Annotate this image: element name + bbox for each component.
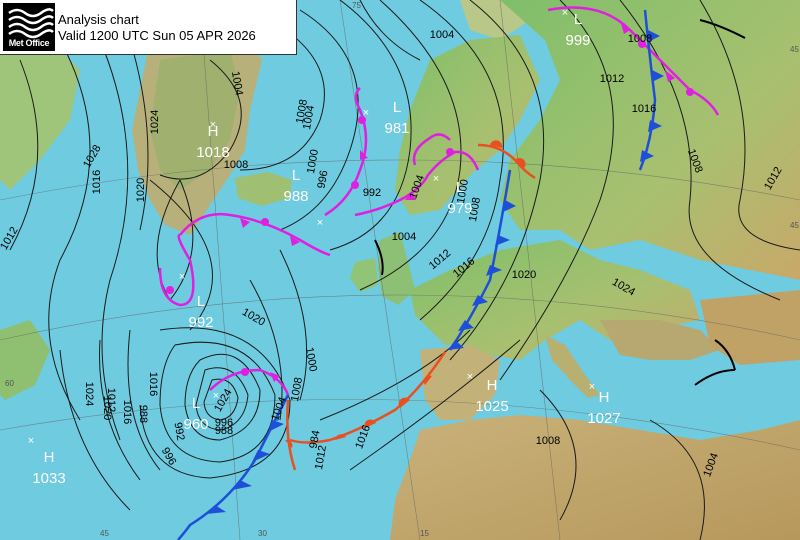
isobar-label: 1016 [632,103,656,115]
isobar-label: 1016 [91,170,103,194]
centre-marker-icon: × [433,173,439,185]
warm-front-symbols [285,140,526,448]
isobar-label: 1012 [105,388,117,412]
land-labrador [0,30,80,190]
grid-label: 45 [790,45,799,54]
centre-marker-icon: × [363,107,369,119]
isobar-label: 1020 [135,178,147,202]
occluded-fronts [158,6,720,396]
centre-marker-icon: × [179,271,185,283]
centre-type-L: L [292,167,300,184]
isobar-label: 1008 [294,98,310,124]
isobar-label: 984 [308,429,323,449]
isobar-label: 1008 [536,435,560,447]
isobar-label: 1004 [301,104,317,130]
isobar-label: 1000 [305,148,321,174]
isobar-label: 1004 [430,29,454,41]
centre-marker-icon: × [317,217,323,229]
centre-pressure-value: 1025 [475,398,508,415]
land-ireland [350,258,378,292]
isobar-label: 1000 [455,178,471,204]
isobars [9,0,800,540]
isobar-label: 1008 [224,159,248,171]
centre-type-L: L [456,179,464,196]
centre-marker-icon: × [28,435,34,447]
land-iceland [235,172,292,206]
logo-waves-icon [8,8,54,39]
grid-label: 45 [790,221,799,230]
isobar-label: 1020 [101,396,113,420]
land-balkans [600,320,720,360]
isobar-label: 996 [316,169,331,189]
isobar-label: 1008 [289,376,305,402]
logo-text: Met Office [8,38,50,48]
chart-valid-time: Valid 1200 UTC Sun 05 APR 2026 [58,28,256,43]
centre-type-L: L [574,11,582,28]
centre-pressure-value: 979 [447,200,472,217]
centre-pressure-value: 988 [283,188,308,205]
centre-type-L: L [197,293,205,310]
land-turkey [700,290,800,365]
isobar-label: 1016 [121,400,133,424]
centre-pressure-value: 1033 [32,470,65,487]
centre-type-H: H [44,449,55,466]
isobar-label: 1008 [628,33,652,45]
centre-marker-icon: × [213,390,219,402]
land-newfoundland [0,320,50,400]
isobar-label: 1020 [512,269,536,281]
centre-type-H: H [599,389,610,406]
occluded-front-symbols [166,20,694,382]
centre-pressure-value: 981 [384,120,409,137]
land-great-britain [378,232,415,305]
centre-type-L: L [393,99,401,116]
grid-label: 30 [258,529,267,538]
isobar-label: 988 [215,425,233,437]
isobar-label: 988 [137,405,149,423]
isobar-label: 992 [363,187,381,199]
centre-marker-icon: × [467,371,473,383]
isobar-label: 1004 [229,70,245,96]
land-africa [390,415,800,540]
isobar-label: 1016 [147,372,159,396]
isobar-label: 992 [171,421,186,441]
centre-pressure-value: 1027 [587,410,620,427]
centre-type-H: H [208,123,219,140]
centre-type-L: L [192,395,200,412]
grid-label: 75 [352,1,361,10]
isobar-label: 1008 [467,196,483,222]
land-italy [545,335,600,398]
centre-pressure-value: 1018 [196,144,229,161]
isobar-label: 1024 [149,110,161,134]
centre-pressure-value: 960 [183,416,208,433]
centre-marker-icon: × [210,119,216,131]
isobar-label: 1012 [313,444,329,470]
centre-marker-icon: × [562,7,568,19]
centre-pressure-value: 992 [188,314,213,331]
centre-pressure-value: 999 [565,32,590,49]
grid-label: 60 [5,379,14,388]
centre-type-H: H [487,377,498,394]
isobar-label: 1000 [303,346,319,372]
chart-title: Analysis chart [58,12,139,27]
isobar-label: 996 [215,417,233,429]
cold-front-symbols [206,30,664,514]
isobar-label: 1024 [83,382,95,406]
chart-header: Met Office Analysis chart Valid 1200 UTC… [0,0,297,55]
isobar-label: 1012 [600,73,624,85]
grid-label: 45 [100,529,109,538]
isobar-label: 1004 [392,231,416,243]
grid-label: 15 [420,529,429,538]
centre-marker-icon: × [589,381,595,393]
grid-labels: 75 45 30 15 45 45 60 [5,1,799,538]
met-office-logo: Met Office [3,3,55,51]
troughs [374,19,746,386]
